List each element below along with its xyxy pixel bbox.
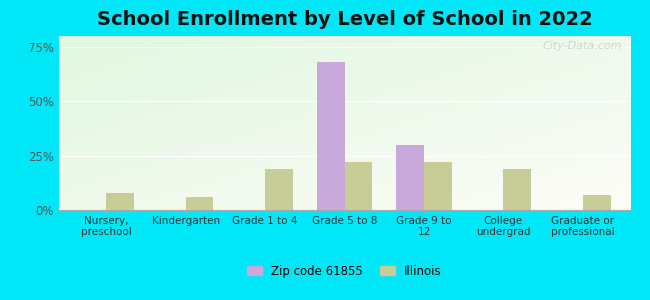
- Legend: Zip code 61855, Illinois: Zip code 61855, Illinois: [248, 265, 441, 278]
- Bar: [186, 197, 213, 210]
- Bar: [503, 169, 531, 210]
- Bar: [317, 62, 345, 210]
- Bar: [424, 162, 452, 210]
- Bar: [583, 195, 610, 210]
- Bar: [344, 162, 372, 210]
- Bar: [106, 193, 134, 210]
- Title: School Enrollment by Level of School in 2022: School Enrollment by Level of School in …: [97, 10, 592, 29]
- Bar: [396, 145, 424, 210]
- Text: City-Data.com: City-Data.com: [542, 41, 622, 51]
- Bar: [265, 169, 293, 210]
